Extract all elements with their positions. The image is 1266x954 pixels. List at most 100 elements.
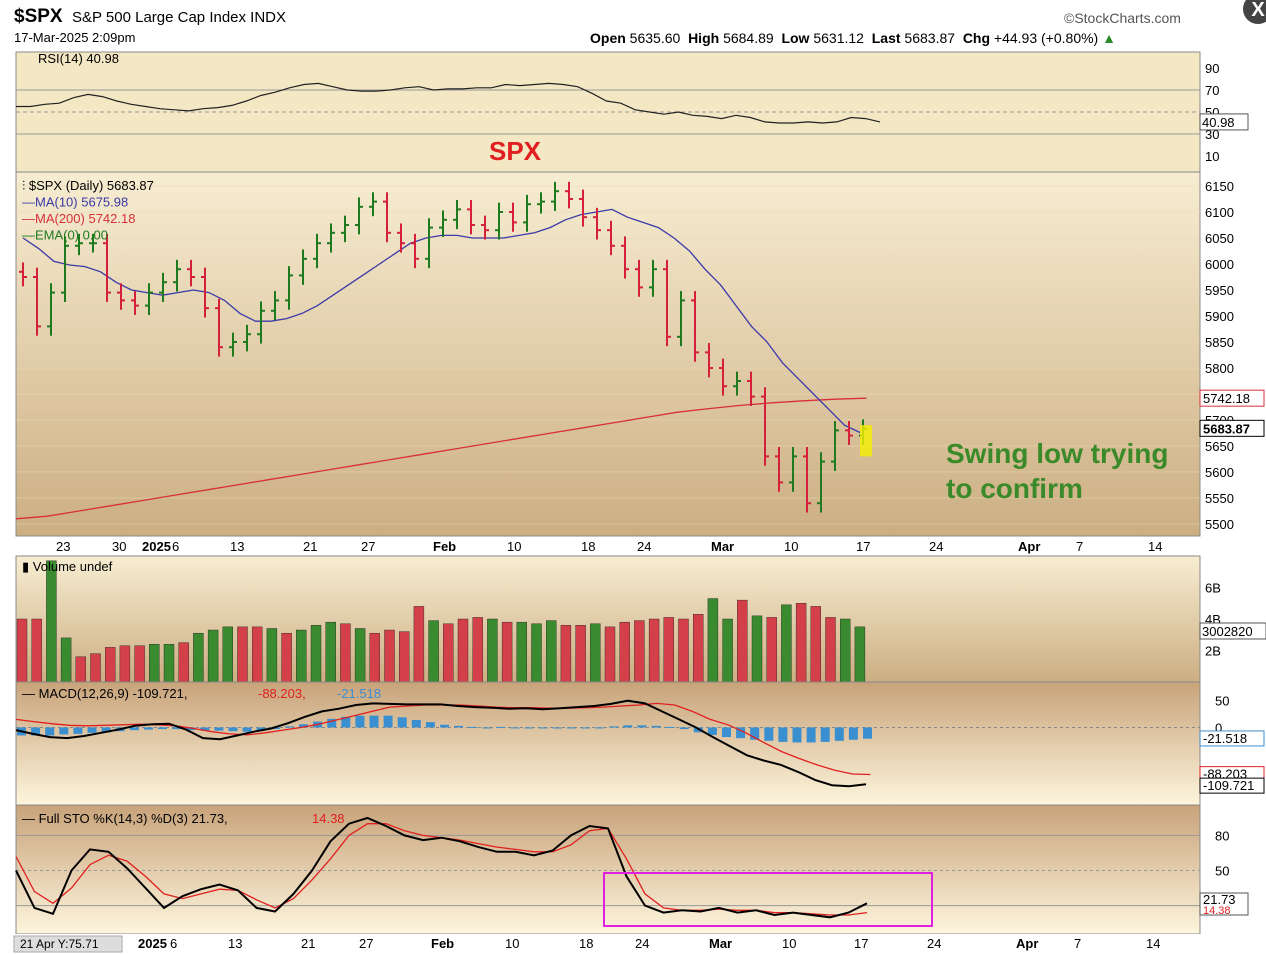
macd-hist-bar [158, 727, 167, 730]
volume-bar [222, 626, 234, 683]
volume-bar [354, 628, 366, 683]
price-x-tick: 24 [929, 539, 943, 554]
sto-legend: — Full STO %K(14,3) %D(3) 21.73, [22, 811, 228, 826]
price-tick-label: 5800 [1205, 361, 1234, 376]
macd-hist-bar [651, 725, 661, 728]
quote-low: 5631.12 [813, 30, 864, 46]
sto-x-tick: 17 [854, 936, 868, 951]
annotation-line-1: Swing low trying [946, 438, 1168, 469]
price-x-tick: 2025 [142, 539, 171, 554]
macd-hist-bar [242, 727, 252, 732]
volume-bar [825, 617, 836, 683]
price-x-tick: 30 [112, 539, 126, 554]
volume-tick-label: 2B [1205, 644, 1221, 659]
price-panel-bg [15, 171, 1201, 537]
volume-bar [207, 629, 219, 683]
sto-k-line [15, 816, 868, 919]
volume-bar [428, 620, 439, 683]
macd-hist-bar [270, 727, 280, 730]
last-price-label: 5683.87 [1203, 421, 1250, 436]
volume-bar [531, 623, 542, 683]
volume-bar [119, 645, 131, 683]
volume-bar [516, 621, 527, 683]
volume-bar [619, 621, 630, 683]
sto-tick-label: 80 [1215, 828, 1229, 843]
quote-last-label: Last [871, 30, 901, 46]
rsi-value-box [1199, 113, 1249, 131]
price-legend-item: —EMA(0) 0.00 [22, 228, 108, 243]
volume-bar [810, 606, 821, 683]
price-tick-label: 5900 [1205, 309, 1234, 324]
price-x-tick: 7 [1076, 539, 1083, 554]
macd-hist-bar [299, 724, 308, 728]
rsi-legend: RSI(14) 40.98 [38, 51, 119, 66]
volume-bar [281, 632, 292, 683]
volume-bar [501, 621, 513, 683]
macd-hist-bar [468, 726, 478, 728]
rsi-line [16, 82, 881, 124]
price-x-tick: 18 [581, 539, 595, 554]
sto-x-tick: 2025 [138, 936, 167, 951]
macd-hist-bar [101, 727, 111, 733]
price-legend-item: —MA(200) 5742.18 [22, 211, 135, 226]
macd-hist-bar [552, 727, 562, 729]
sto-x-tick: 10 [782, 936, 796, 951]
sto-x-tick: 7 [1074, 936, 1081, 951]
price-x-tick: 21 [303, 539, 317, 554]
sto-x-tick: 21 [301, 936, 315, 951]
macd-hist-bar [792, 727, 802, 743]
macd-value-label: -109.721 [1203, 778, 1254, 793]
macd-legend-hist: -21.518 [337, 686, 381, 701]
volume-bar [487, 618, 498, 683]
volume-bar [46, 560, 57, 683]
sto-k-value: 21.73 [1203, 892, 1236, 907]
volume-bar [149, 644, 160, 683]
price-tick-label: 5500 [1205, 517, 1234, 532]
macd-tick-label: 50 [1215, 694, 1229, 709]
macd-hist-bar [425, 722, 435, 728]
volume-bar [634, 620, 645, 683]
volume-bar [678, 618, 689, 683]
macd-hist-bar [524, 727, 534, 729]
macd-hist-bar [707, 727, 717, 735]
macd-hist-bar [73, 727, 83, 734]
volume-bar [266, 628, 278, 683]
volume-value-box [1199, 622, 1266, 640]
close-icon[interactable]: X [1243, 0, 1266, 24]
macd-hist-bar [581, 727, 590, 729]
macd-legend-signal: -88.203, [258, 686, 306, 701]
quote-open: 5635.60 [629, 30, 681, 46]
sto-x-tick: 24 [635, 936, 649, 951]
bottom-axis-bg [0, 934, 1266, 954]
macd-hist-bar [609, 726, 619, 728]
macd-hist-bar [736, 727, 746, 739]
macd-hist-bar [341, 716, 351, 728]
price-x-tick: 6 [172, 539, 179, 554]
volume-bar [104, 647, 116, 683]
last-bar-highlight [860, 425, 872, 457]
quote-chg: +44.93 (+0.80%) [993, 30, 1099, 46]
brand-label[interactable]: ©StockCharts.com [1064, 10, 1181, 26]
price-tick-label: 5550 [1205, 491, 1234, 506]
sto-x-tick: 18 [579, 936, 593, 951]
quote-open-label: Open [590, 30, 626, 46]
ma200-line [15, 397, 867, 520]
macd-hist-bar [750, 727, 760, 740]
sto-x-tick: Apr [1016, 936, 1038, 951]
volume-bar [546, 620, 557, 683]
macd-hist-bar [200, 727, 210, 731]
volume-bar [325, 621, 336, 683]
volume-bar [90, 653, 101, 683]
quote-high: 5684.89 [723, 30, 774, 46]
price-x-tick: Feb [433, 539, 456, 554]
sto-tick-label: 50 [1215, 864, 1229, 879]
macd-line [15, 699, 867, 788]
macd-hist-bar [45, 727, 55, 736]
macd-hist-bar [820, 727, 830, 742]
sto-value-box [1199, 892, 1249, 916]
macd-panel-bg [15, 681, 1201, 806]
volume-bar [193, 632, 204, 683]
volume-tick-label: 6B [1205, 581, 1221, 596]
sto-x-tick: 14 [1146, 936, 1160, 951]
